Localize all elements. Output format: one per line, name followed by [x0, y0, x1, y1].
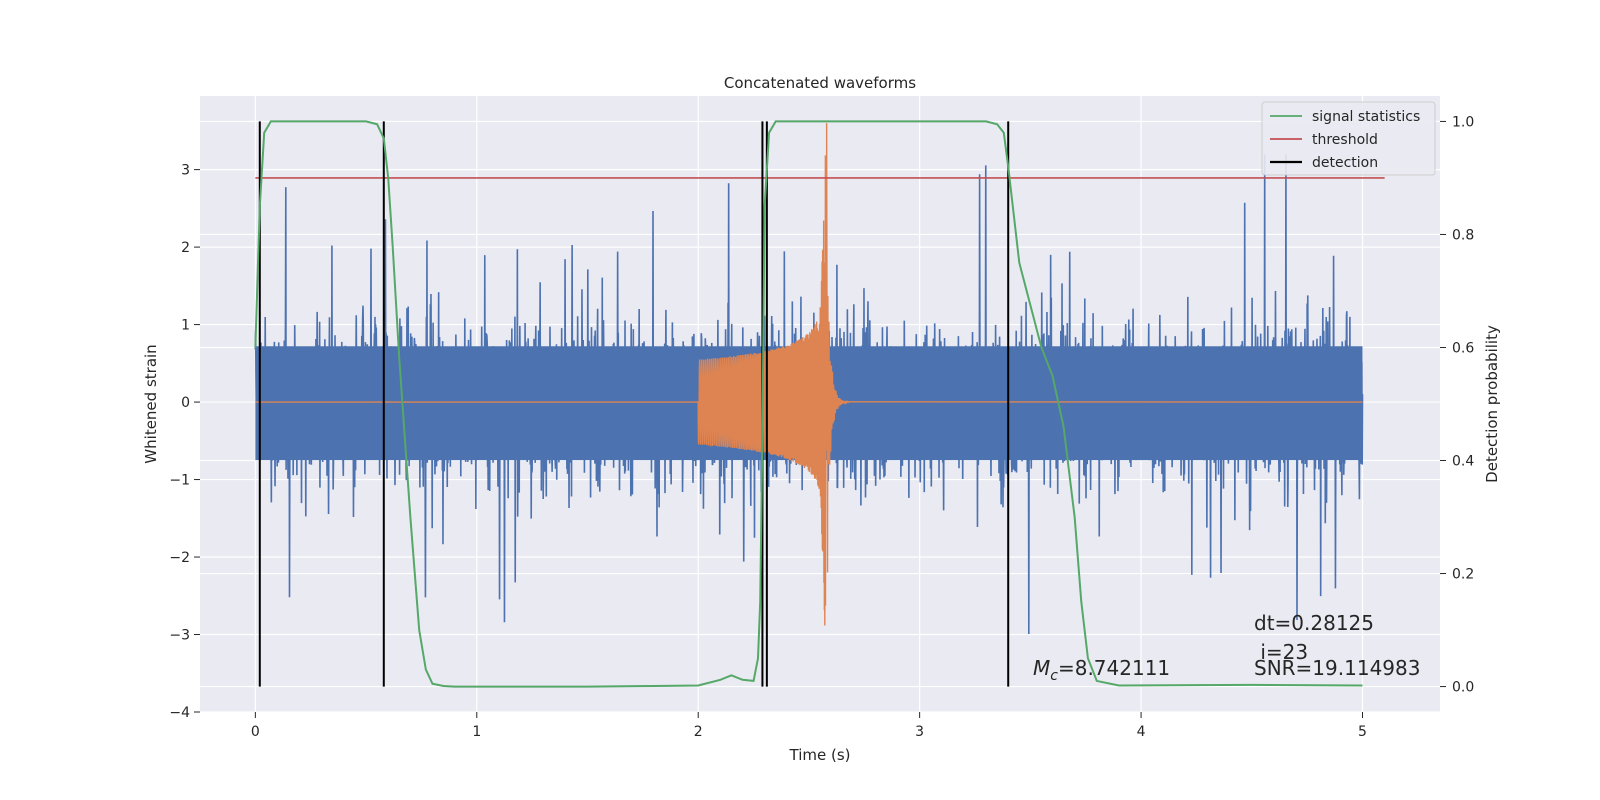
y-axis-label: Whitened strain [142, 344, 160, 463]
y-tick-label: 3 [181, 163, 190, 179]
legend-box [1261, 101, 1436, 176]
y-tick-label: −4 [169, 705, 190, 721]
y2-tick-label: 0.0 [1452, 680, 1474, 696]
index-annotation: i=23 [1254, 640, 1308, 664]
y2-axis-label: Detection probability [1483, 325, 1501, 483]
x-tick-label: 3 [915, 724, 924, 740]
plot-marks [254, 120, 1385, 688]
x-tick-label: 1 [472, 724, 481, 740]
legend-label-signal-statistics: signal statistics [1312, 109, 1420, 125]
y2-tick-label: 1.0 [1452, 114, 1474, 130]
x-tick-label: 2 [694, 724, 703, 740]
dt-annotation: dt=0.28125 [1254, 611, 1374, 635]
chirp-mass-subscript: c [1050, 668, 1058, 684]
y-tick-label: 2 [181, 240, 190, 256]
legend: signal statistics threshold detection [1261, 101, 1436, 176]
x-axis-label: Time (s) [789, 746, 851, 764]
axis-ticks: 3 2 1 0 −1 −2 −3 −4 1.0 0.8 0.6 0.4 0.2 0.0 0 1 2 3 4 5 [169, 114, 1474, 740]
y2-tick-label: 0.6 [1452, 340, 1474, 356]
y2-tick-label: 0.4 [1452, 454, 1474, 470]
y-tick-label: 0 [181, 395, 190, 411]
chart-title: Concatenated waveforms [724, 74, 916, 92]
y-tick-label: −2 [169, 550, 190, 566]
legend-label-threshold: threshold [1312, 132, 1378, 148]
chirp-mass-value: =8.742111 [1058, 656, 1170, 680]
x-tick-label: 5 [1358, 724, 1367, 740]
y-tick-label: 1 [181, 318, 190, 334]
x-tick-label: 4 [1137, 724, 1146, 740]
chirp-mass-symbol: M [1033, 656, 1050, 680]
signal-statistics-line [254, 120, 1363, 688]
snr-annotation: SNR=19.114983 [1254, 656, 1420, 680]
y2-tick-label: 0.8 [1452, 227, 1474, 243]
y-tick-label: −1 [169, 473, 190, 489]
annotations: Mc=8.742111 dt=0.28125 i=23 SNR=19.11498… [1033, 611, 1420, 684]
y-tick-label: −3 [169, 628, 190, 644]
y2-tick-label: 0.2 [1452, 567, 1474, 583]
chirp-mass-annotation: Mc=8.742111 [1033, 656, 1170, 684]
legend-label-detection: detection [1312, 155, 1378, 171]
x-tick-label: 0 [251, 724, 260, 740]
